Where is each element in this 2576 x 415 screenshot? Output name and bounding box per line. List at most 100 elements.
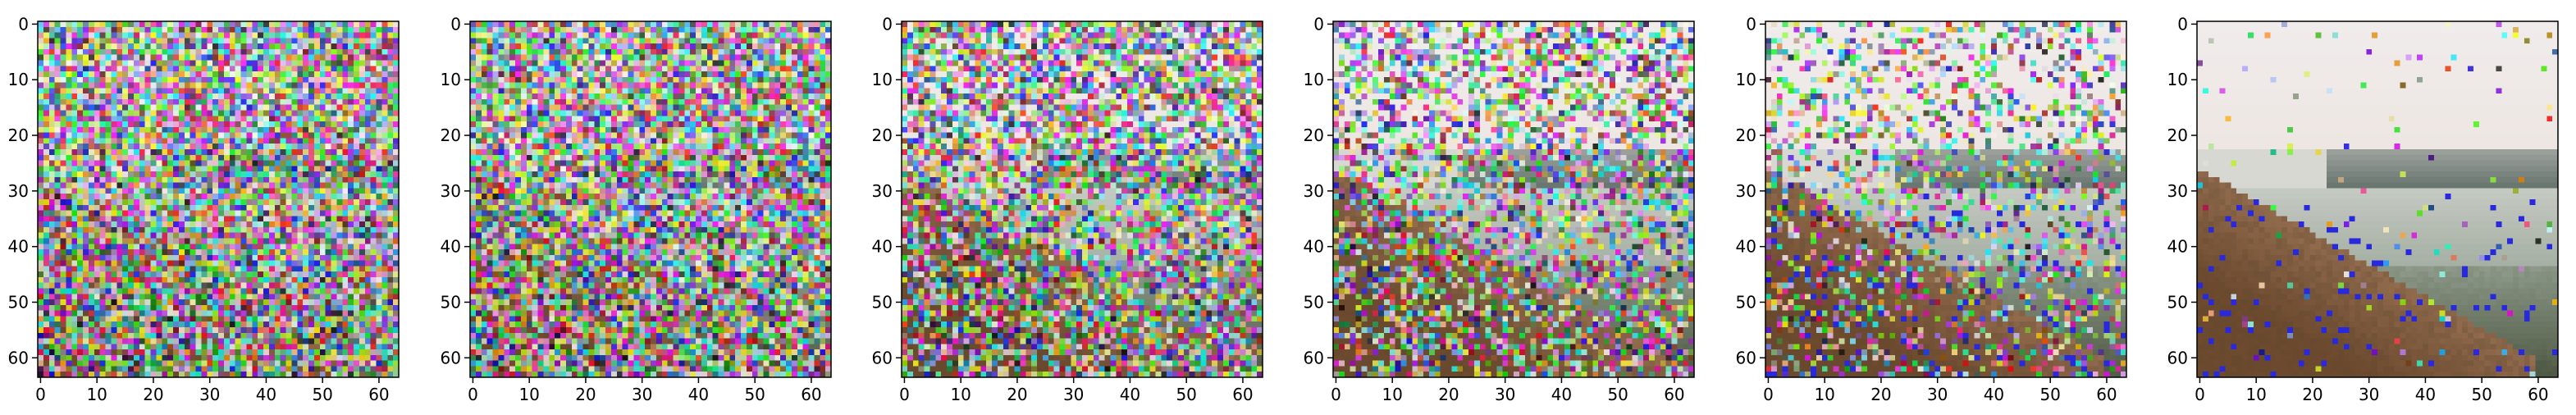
y-tick-label: 60 [8, 348, 29, 367]
x-tick-label: 10 [86, 385, 107, 404]
y-tick-label: 40 [1304, 237, 1324, 257]
y-tick-label: 10 [8, 70, 29, 89]
y-tick-label: 60 [441, 348, 461, 367]
y-tick-label: 40 [1736, 237, 1756, 257]
y-tick-label: 50 [441, 292, 461, 312]
y-tick-label: 0 [1746, 14, 1756, 34]
y-tick-label: 30 [8, 181, 29, 201]
y-tick-label: 20 [872, 125, 893, 145]
panel-image [470, 21, 831, 377]
y-tick-label: 20 [8, 125, 29, 145]
x-tick-label: 30 [2359, 385, 2379, 404]
x-tick-label: 60 [1664, 385, 1684, 404]
y-tick-label: 10 [441, 70, 461, 89]
x-tick-label: 10 [2245, 385, 2266, 404]
x-tick-label: 50 [1607, 385, 1628, 404]
x-tick-label: 50 [1176, 385, 1196, 404]
axes-frame [2196, 21, 2559, 378]
y-tick-label: 20 [2167, 125, 2188, 145]
y-tick-label: 0 [18, 14, 29, 34]
x-tick-label: 20 [1870, 385, 1891, 404]
y-tick-label: 10 [2167, 70, 2188, 89]
y-tick-label: 50 [8, 292, 29, 312]
y-tick-label: 10 [872, 70, 893, 89]
y-tick-label: 30 [441, 181, 461, 201]
y-tick-label: 60 [2167, 348, 2188, 367]
panel-image [1765, 21, 2126, 377]
y-tick-label: 10 [1736, 70, 1756, 89]
y-tick-label: 30 [872, 181, 893, 201]
y-tick-label: 30 [2167, 181, 2188, 201]
x-tick-label: 10 [950, 385, 971, 404]
x-tick-label: 40 [1551, 385, 1572, 404]
y-tick-label: 60 [1736, 348, 1756, 367]
x-tick-label: 60 [2096, 385, 2117, 404]
axes-frame [1765, 21, 2127, 378]
x-tick-label: 40 [2415, 385, 2436, 404]
x-tick-label: 0 [899, 385, 910, 404]
x-tick-label: 20 [575, 385, 596, 404]
x-tick-label: 60 [2528, 385, 2548, 404]
x-tick-label: 50 [2471, 385, 2492, 404]
x-tick-label: 50 [744, 385, 765, 404]
x-tick-label: 50 [312, 385, 332, 404]
x-tick-label: 60 [1232, 385, 1253, 404]
y-tick-label: 40 [872, 237, 893, 257]
x-tick-label: 10 [518, 385, 539, 404]
panel-image [1333, 21, 1694, 377]
x-tick-label: 30 [1495, 385, 1515, 404]
panel-2: 0 10 20 30 40 50 60 0 10 20 30 40 50 60 [441, 14, 832, 404]
panel-6: 0 10 20 30 40 50 60 0 10 20 30 40 50 60 [2167, 14, 2559, 404]
x-tick-label: 50 [2039, 385, 2060, 404]
y-tick-label: 0 [882, 14, 893, 34]
y-tick-label: 0 [2177, 14, 2188, 34]
x-tick-label: 40 [1984, 385, 2004, 404]
x-tick-label: 0 [1331, 385, 1341, 404]
y-tick-label: 60 [1304, 348, 1324, 367]
panel-image [38, 21, 399, 377]
x-tick-label: 0 [2195, 385, 2205, 404]
x-tick-label: 0 [35, 385, 46, 404]
y-tick-label: 40 [8, 237, 29, 257]
x-tick-label: 40 [256, 385, 276, 404]
axes-frame [469, 21, 832, 378]
x-tick-label: 30 [632, 385, 652, 404]
y-tick-label: 50 [2167, 292, 2188, 312]
panel-image [2197, 21, 2558, 377]
y-tick-label: 50 [872, 292, 893, 312]
y-tick-label: 40 [441, 237, 461, 257]
y-tick-label: 60 [872, 348, 893, 367]
y-tick-label: 20 [441, 125, 461, 145]
x-tick-label: 60 [801, 385, 821, 404]
panel-1: 0 10 20 30 40 50 60 0 10 20 30 40 50 60 [8, 14, 400, 404]
panel-5: 0 10 20 30 40 50 60 0 10 20 30 40 50 60 [1736, 14, 2127, 404]
x-tick-label: 20 [1007, 385, 1027, 404]
x-tick-label: 20 [143, 385, 163, 404]
y-tick-label: 10 [1304, 70, 1324, 89]
x-tick-label: 0 [1763, 385, 1774, 404]
y-tick-label: 0 [1313, 14, 1324, 34]
x-tick-label: 20 [2302, 385, 2323, 404]
panel-3: 0 10 20 30 40 50 60 0 10 20 30 40 50 60 [872, 14, 1263, 404]
x-tick-label: 20 [1438, 385, 1459, 404]
x-tick-label: 10 [1814, 385, 1834, 404]
x-tick-label: 30 [1927, 385, 1948, 404]
axes-frame [1332, 21, 1695, 378]
y-tick-label: 30 [1304, 181, 1324, 201]
x-tick-label: 0 [468, 385, 478, 404]
x-tick-label: 30 [1063, 385, 1084, 404]
axes-frame [901, 21, 1263, 378]
x-tick-label: 40 [688, 385, 709, 404]
y-tick-label: 50 [1304, 292, 1324, 312]
y-tick-label: 30 [1736, 181, 1756, 201]
y-tick-label: 50 [1736, 292, 1756, 312]
y-tick-label: 40 [2167, 237, 2188, 257]
y-tick-label: 20 [1304, 125, 1324, 145]
panel-4: 0 10 20 30 40 50 60 0 10 20 30 40 50 60 [1304, 14, 1695, 404]
axes-frame [37, 21, 400, 378]
y-tick-label: 20 [1736, 125, 1756, 145]
x-tick-label: 60 [368, 385, 389, 404]
panel-image [902, 21, 1263, 377]
x-tick-label: 30 [199, 385, 220, 404]
